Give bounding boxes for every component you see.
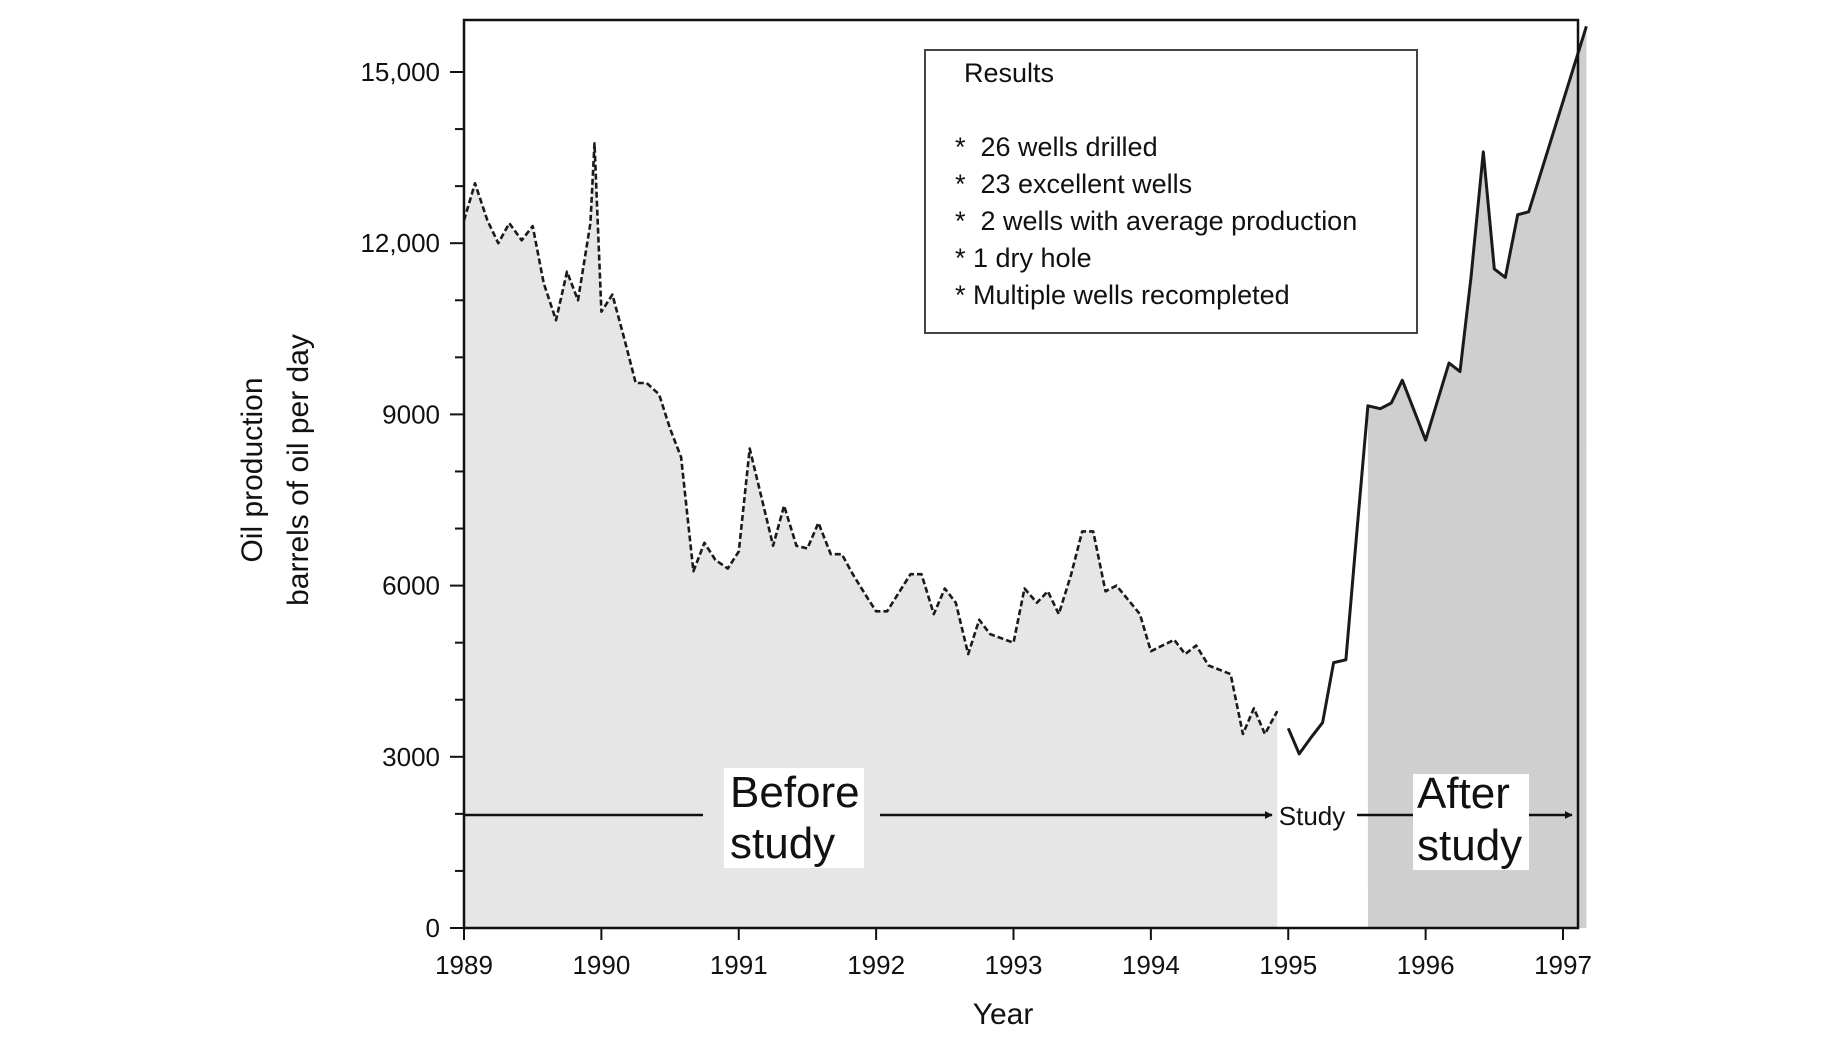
results-item: * 26 wells drilled	[955, 132, 1158, 162]
y-tick-label: 3000	[382, 742, 440, 772]
x-tick-label: 1997	[1534, 950, 1592, 980]
series-line-before	[462, 142, 1279, 736]
x-tick-label: 1992	[847, 950, 905, 980]
results-item: * 23 excellent wells	[955, 169, 1192, 199]
y-axis-label-line-1: Oil production	[236, 377, 269, 562]
results-box-frame	[924, 49, 1418, 334]
after-study-region	[1367, 26, 1587, 929]
x-tick-label: 1994	[1122, 950, 1180, 980]
shaded-regions	[464, 26, 1587, 929]
y-tick-label: 15,000	[360, 57, 440, 87]
before-label-line-2: study	[730, 819, 835, 868]
y-tick-label: 12,000	[360, 228, 440, 258]
x-tick-label: 1989	[435, 950, 493, 980]
x-ticks: 1989 1990 1991 1992 1993 1994 1995 1996 1997	[435, 928, 1592, 980]
x-tick-label: 1996	[1397, 950, 1455, 980]
y-tick-label: 9000	[382, 399, 440, 429]
after-label-line-1: After	[1417, 769, 1510, 818]
series-line-after	[1286, 25, 1588, 756]
results-box-title: Results	[964, 58, 1054, 88]
before-label-line-1: Before	[730, 768, 860, 817]
before-label-background	[724, 768, 864, 868]
after-label-background	[1413, 774, 1529, 870]
before-study-region	[464, 143, 1278, 929]
series-layer	[462, 25, 1588, 756]
x-axis-label: Year	[973, 998, 1034, 1031]
results-box: Results * 26 wells drilled * 23 excellent …	[924, 49, 1418, 334]
y-tick-label: 0	[426, 913, 440, 943]
y-ticks: 0 3000 6000 9000 12,000 15,000	[360, 57, 464, 943]
annotations: Results * 26 wells drilled * 23 excellent …	[464, 49, 1573, 870]
results-item: * 2 wells with average production	[955, 206, 1357, 236]
axes: 0 3000 6000 9000 12,000 15,000 1989 1990 1991 199…	[360, 18, 1592, 980]
results-item: * 1 dry hole	[955, 243, 1092, 273]
x-tick-label: 1995	[1259, 950, 1317, 980]
x-tick-label: 1990	[572, 950, 630, 980]
x-tick-label: 1991	[710, 950, 768, 980]
y-axis-label-line-2: barrels of oil per day	[282, 334, 315, 606]
study-label: Study	[1279, 801, 1346, 831]
results-item: * Multiple wells recompleted	[955, 280, 1290, 310]
plot-frame	[462, 18, 1580, 930]
x-tick-label: 1993	[985, 950, 1043, 980]
after-label-line-2: study	[1417, 821, 1522, 870]
y-tick-label: 6000	[382, 571, 440, 601]
